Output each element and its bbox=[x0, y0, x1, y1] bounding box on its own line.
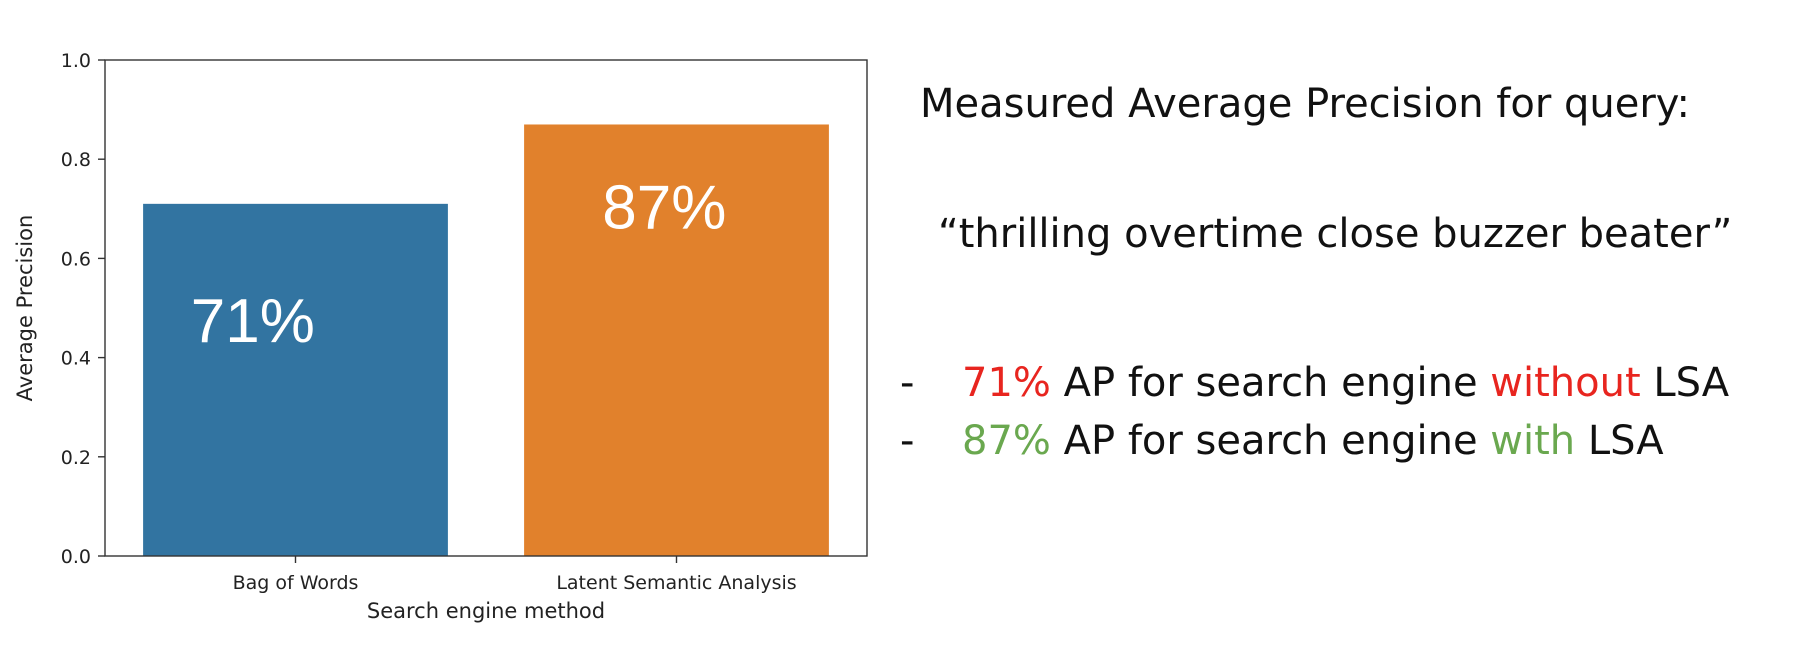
bullet-value: 71% bbox=[962, 360, 1051, 406]
bars bbox=[143, 124, 829, 556]
bullet-dash: - bbox=[900, 360, 915, 406]
result-bullets: - 71% AP for search engine without LSA -… bbox=[900, 354, 1800, 470]
plot-frame bbox=[104, 59, 868, 557]
y-tick-label: 1.0 bbox=[61, 50, 91, 72]
bar-0 bbox=[143, 203, 448, 556]
x-tick-label: Bag of Words bbox=[233, 572, 359, 594]
summary-panel: Measured Average Precision for query: “t… bbox=[900, 80, 1800, 470]
bullet-tail-text: LSA bbox=[1640, 360, 1730, 406]
bullet-mid-text: AP for search engine bbox=[1050, 360, 1491, 406]
y-tick-label: 0.4 bbox=[61, 348, 91, 370]
x-axis-label: Search engine method bbox=[367, 599, 605, 623]
bullet-keyword: without bbox=[1490, 360, 1641, 406]
bullet-value: 87% bbox=[962, 418, 1051, 464]
y-tick-label: 0.6 bbox=[61, 248, 91, 270]
x-axis-ticks: Bag of Words Latent Semantic Analysis bbox=[233, 556, 797, 594]
y-tick-label: 0.0 bbox=[61, 546, 91, 568]
bullet-keyword: with bbox=[1490, 418, 1576, 464]
bullet-dash: - bbox=[900, 418, 915, 464]
bar-1 bbox=[524, 124, 829, 556]
bullet-without-lsa: - 71% AP for search engine without LSA bbox=[900, 354, 1800, 412]
y-tick-label: 0.2 bbox=[61, 447, 91, 469]
y-axis-ticks: 0.0 0.2 0.4 0.6 0.8 1.0 bbox=[61, 50, 105, 568]
x-tick-label: Latent Semantic Analysis bbox=[556, 572, 796, 594]
bar-data-labels: 71% 87% bbox=[191, 173, 727, 356]
bullet-with-lsa: - 87% AP for search engine with LSA bbox=[900, 412, 1800, 470]
bullet-tail-text: LSA bbox=[1575, 418, 1664, 464]
bar-chart: 0.0 0.2 0.4 0.6 0.8 1.0 71% 87% Bag of Words La… bbox=[13, 50, 868, 623]
bar-data-label: 71% bbox=[191, 287, 315, 356]
y-tick-label: 0.8 bbox=[61, 149, 91, 171]
panel-heading: Measured Average Precision for query: bbox=[920, 81, 1691, 127]
y-axis-label: Average Precision bbox=[13, 215, 37, 402]
bullet-mid-text: AP for search engine bbox=[1050, 418, 1491, 464]
bar-data-label: 87% bbox=[602, 173, 726, 242]
query-text: “thrilling overtime close buzzer beater” bbox=[938, 211, 1733, 257]
